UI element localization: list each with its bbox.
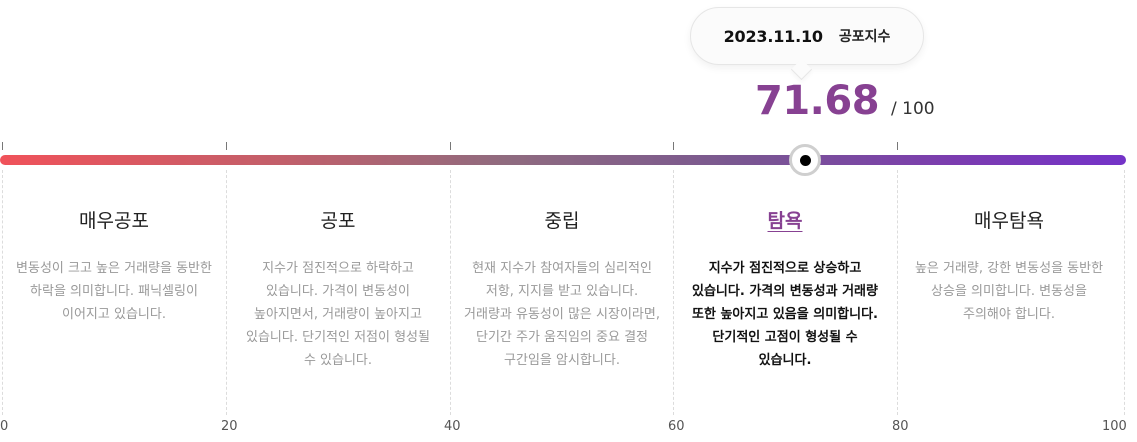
tick-0 — [2, 142, 3, 150]
zone-title-active[interactable]: 탐욕 — [767, 210, 803, 232]
zone-description: 현재 지수가 참여자들의 심리적인 저항, 지지를 받고 있습니다. 거래량과 … — [464, 261, 660, 368]
zone-title: 공포 — [320, 210, 356, 232]
zone-divider — [226, 170, 227, 415]
zone-divider — [2, 170, 3, 415]
zone-extreme-fear: 매우공포 변동성이 크고 높은 거래량을 동반한 하락을 의미합니다. 패닉셀링… — [2, 205, 226, 326]
zone-divider — [1124, 170, 1125, 415]
tick-60 — [673, 142, 674, 150]
zone-title: 매우공포 — [79, 210, 149, 232]
index-marker-dot — [800, 155, 811, 166]
zone-divider — [450, 170, 451, 415]
tick-40 — [450, 142, 451, 150]
date-tooltip: 2023.11.10 공포지수 — [690, 7, 924, 65]
scale-label-20: 20 — [221, 419, 238, 434]
index-current-value: 71.68 — [755, 78, 880, 124]
zone-title: 중립 — [544, 210, 580, 232]
zone-divider — [673, 170, 674, 415]
tooltip-label: 공포지수 — [838, 29, 891, 45]
zone-description-active: 지수가 점진적으로 상승하고 있습니다. 가격의 변동성과 거래량 또한 높아지… — [692, 261, 878, 368]
zone-extreme-greed: 매우탐욕 높은 거래량, 강한 변동성을 동반한 상승을 의미합니다. 변동성을… — [897, 205, 1121, 326]
index-marker-ring[interactable] — [789, 144, 821, 176]
tooltip-date: 2023.11.10 — [723, 26, 823, 46]
tick-20 — [226, 142, 227, 150]
scale-label-0: 0 — [0, 419, 9, 434]
tick-80 — [897, 142, 898, 150]
scale-label-40: 40 — [444, 419, 461, 434]
scale-label-60: 60 — [668, 419, 685, 434]
zone-greed: 탐욕 지수가 점진적으로 상승하고 있습니다. 가격의 변동성과 거래량 또한 … — [673, 205, 897, 372]
zone-description: 지수가 점진적으로 하락하고 있습니다. 가격이 변동성이 높아지면서, 거래량… — [246, 261, 430, 368]
scale-label-80: 80 — [892, 419, 909, 434]
zone-divider — [897, 170, 898, 415]
zone-description: 높은 거래량, 강한 변동성을 동반한 상승을 의미합니다. 변동성을 주의해야… — [914, 261, 1104, 322]
zone-neutral: 중립 현재 지수가 참여자들의 심리적인 저항, 지지를 받고 있습니다. 거래… — [450, 205, 674, 372]
zone-description: 변동성이 크고 높은 거래량을 동반한 하락을 의미합니다. 패닉셀링이 이어지… — [16, 261, 212, 322]
index-max-value: / 100 — [891, 99, 935, 119]
scale-label-100: 100 — [1102, 419, 1127, 434]
zone-title: 매우탐욕 — [974, 210, 1044, 232]
zone-fear: 공포 지수가 점진적으로 하락하고 있습니다. 가격이 변동성이 높아지면서, … — [226, 205, 450, 372]
index-value: 71.68 / 100 — [755, 76, 935, 126]
fear-greed-gradient-bar — [0, 155, 1126, 165]
